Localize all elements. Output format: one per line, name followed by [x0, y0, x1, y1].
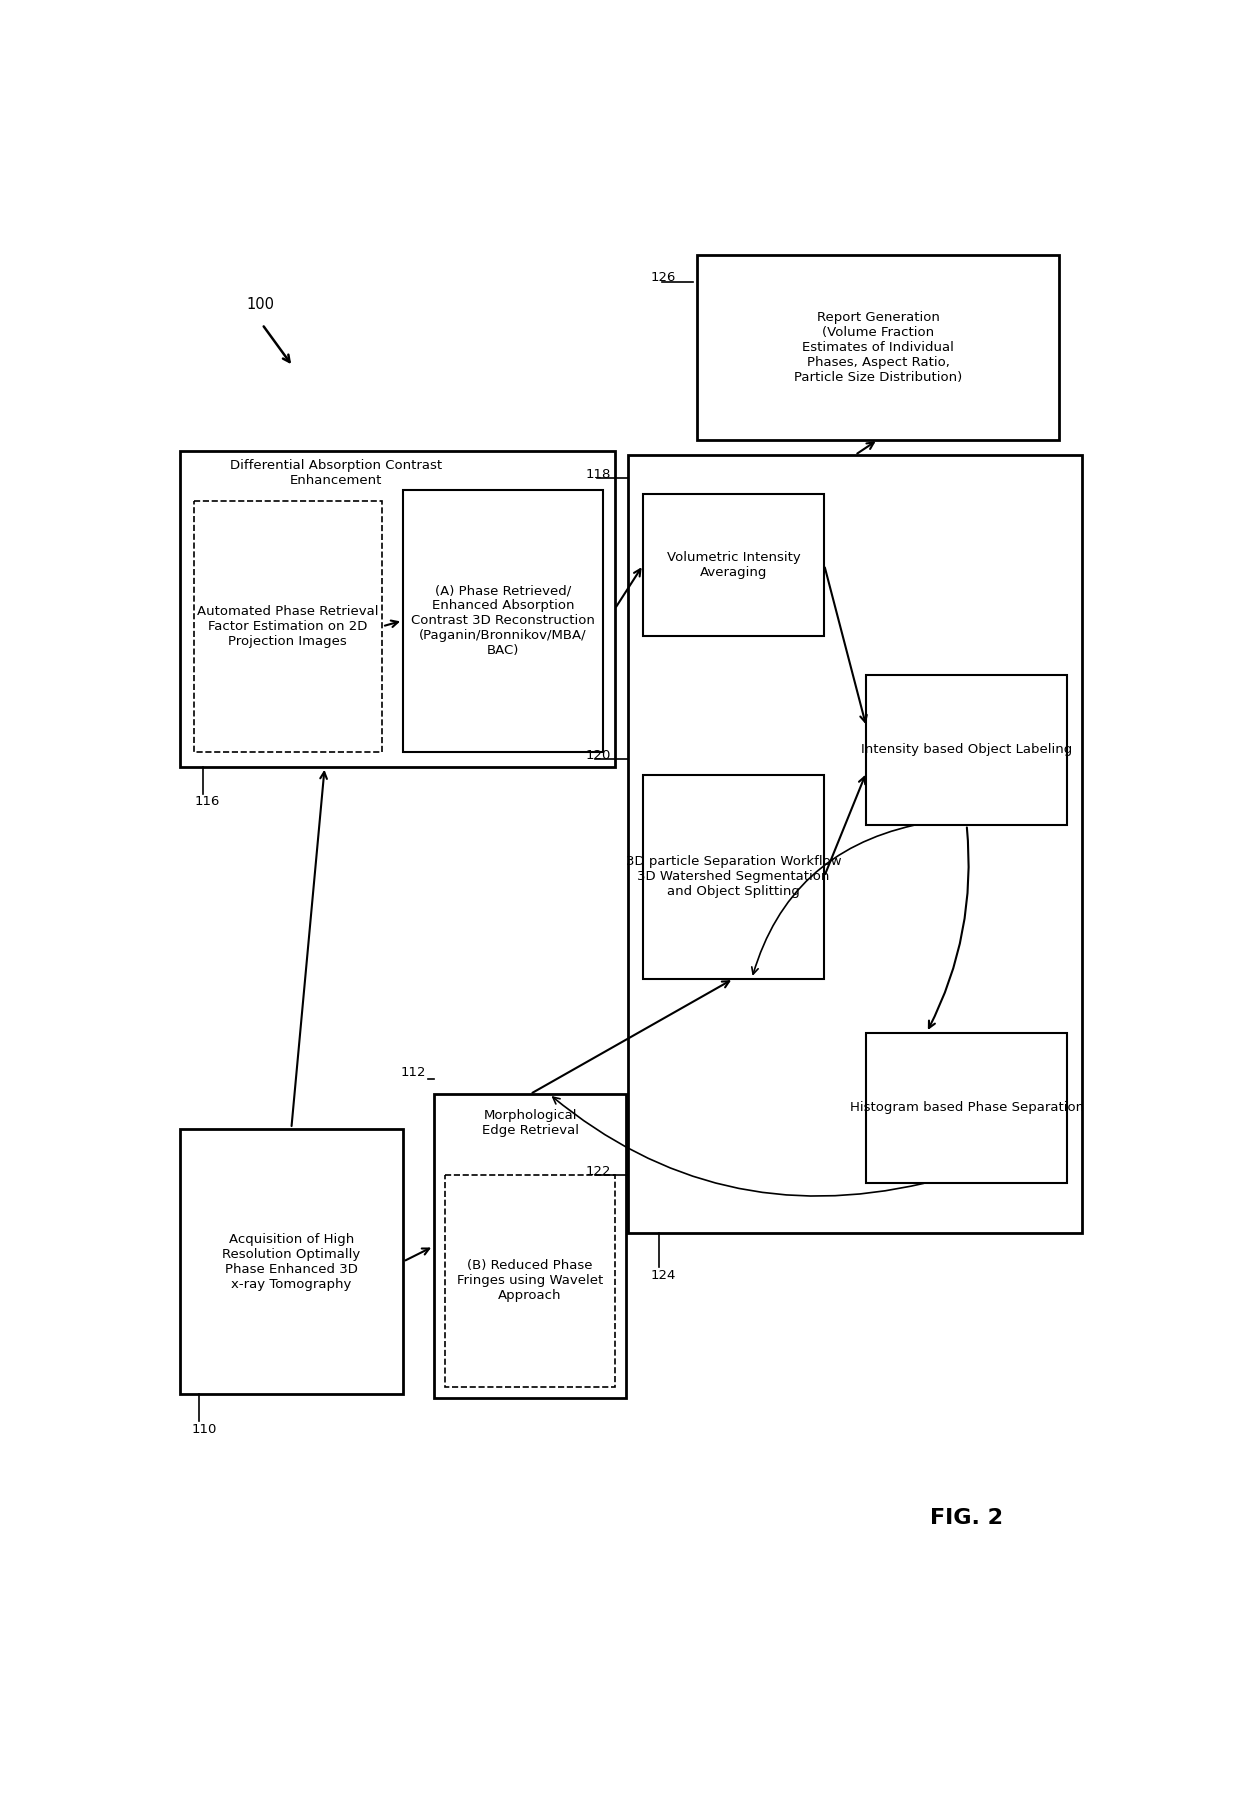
Bar	[697, 254, 1059, 440]
Text: 112: 112	[401, 1066, 427, 1080]
Bar	[627, 454, 1083, 1233]
Bar	[434, 1094, 626, 1399]
Text: Volumetric Intensity
Averaging: Volumetric Intensity Averaging	[667, 550, 801, 579]
Text: Automated Phase Retrieval
Factor Estimation on 2D
Projection Images: Automated Phase Retrieval Factor Estimat…	[197, 604, 378, 647]
Bar	[867, 1033, 1066, 1183]
Bar	[193, 501, 382, 752]
Text: Intensity based Object Labeling: Intensity based Object Labeling	[861, 743, 1073, 755]
Text: 100: 100	[247, 297, 274, 312]
Text: 116: 116	[195, 795, 221, 808]
Text: 126: 126	[651, 272, 676, 285]
Bar	[180, 1129, 403, 1394]
Bar	[403, 490, 603, 752]
Text: Morphological
Edge Retrieval: Morphological Edge Retrieval	[481, 1109, 579, 1138]
Text: Differential Absorption Contrast
Enhancement: Differential Absorption Contrast Enhance…	[229, 458, 441, 487]
Bar	[644, 775, 825, 979]
Text: (A) Phase Retrieved/
Enhanced Absorption
Contrast 3D Reconstruction
(Paganin/Bro: (A) Phase Retrieved/ Enhanced Absorption…	[412, 584, 595, 656]
Text: 120: 120	[585, 748, 611, 763]
Text: Acquisition of High
Resolution Optimally
Phase Enhanced 3D
x-ray Tomography: Acquisition of High Resolution Optimally…	[222, 1233, 361, 1291]
Text: 3D particle Separation Workflow
3D Watershed Segmentation
and Object Splitting: 3D particle Separation Workflow 3D Water…	[626, 855, 842, 898]
Bar	[867, 674, 1066, 824]
Text: 122: 122	[585, 1165, 611, 1177]
Text: 110: 110	[191, 1423, 217, 1435]
Text: FIG. 2: FIG. 2	[930, 1507, 1003, 1527]
Bar	[445, 1176, 615, 1387]
Bar	[644, 494, 825, 636]
Text: 118: 118	[585, 467, 611, 481]
Text: 124: 124	[651, 1269, 676, 1282]
Text: (B) Reduced Phase
Fringes using Wavelet
Approach: (B) Reduced Phase Fringes using Wavelet …	[456, 1258, 603, 1302]
Text: Histogram based Phase Separation: Histogram based Phase Separation	[849, 1102, 1084, 1114]
Text: Report Generation
(Volume Fraction
Estimates of Individual
Phases, Aspect Ratio,: Report Generation (Volume Fraction Estim…	[794, 310, 962, 384]
Bar	[180, 451, 615, 766]
